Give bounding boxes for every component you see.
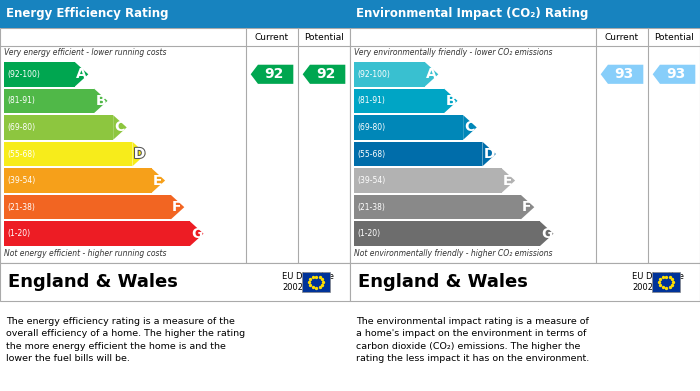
Bar: [354, 62, 425, 86]
Text: G: G: [191, 227, 203, 241]
Text: (21-38): (21-38): [7, 203, 35, 212]
Text: Environmental Impact (CO₂) Rating: Environmental Impact (CO₂) Rating: [356, 7, 589, 20]
Polygon shape: [652, 65, 695, 84]
Polygon shape: [132, 142, 146, 166]
Text: (39-54): (39-54): [357, 176, 385, 185]
Bar: [350, 0, 700, 28]
Text: 92: 92: [265, 67, 284, 81]
Text: England & Wales: England & Wales: [8, 273, 178, 291]
Bar: [354, 89, 444, 113]
Bar: [0, 263, 350, 301]
Text: (69-80): (69-80): [357, 123, 385, 132]
Text: C: C: [465, 120, 475, 135]
Text: D: D: [484, 147, 496, 161]
Text: F: F: [172, 200, 182, 214]
Polygon shape: [302, 65, 345, 84]
Bar: [4, 89, 94, 113]
Polygon shape: [94, 89, 108, 113]
Text: Not environmentally friendly - higher CO₂ emissions: Not environmentally friendly - higher CO…: [354, 249, 552, 258]
Text: C: C: [115, 120, 125, 135]
Text: Very energy efficient - lower running costs: Very energy efficient - lower running co…: [4, 48, 167, 57]
Text: A: A: [426, 67, 437, 81]
Polygon shape: [601, 65, 643, 84]
Bar: [4, 62, 75, 86]
Polygon shape: [251, 65, 293, 84]
Text: B: B: [445, 94, 456, 108]
Text: (69-80): (69-80): [7, 123, 35, 132]
Text: (92-100): (92-100): [7, 70, 40, 79]
Bar: [354, 168, 502, 193]
Bar: [4, 195, 171, 219]
Polygon shape: [113, 115, 127, 140]
Text: England & Wales: England & Wales: [358, 273, 528, 291]
Bar: [302, 272, 330, 292]
Text: (55-68): (55-68): [7, 149, 35, 158]
Polygon shape: [540, 221, 554, 246]
Text: EU Directive
2002/91/EC: EU Directive 2002/91/EC: [282, 272, 334, 292]
Text: (92-100): (92-100): [357, 70, 390, 79]
Bar: [350, 28, 700, 263]
Text: Current: Current: [605, 32, 639, 41]
Text: (1-20): (1-20): [357, 229, 380, 238]
Text: Current: Current: [255, 32, 289, 41]
Text: (81-91): (81-91): [357, 96, 385, 105]
Text: E: E: [503, 174, 512, 188]
Text: The energy efficiency rating is a measure of the
overall efficiency of a home. T: The energy efficiency rating is a measur…: [6, 317, 245, 363]
Polygon shape: [521, 195, 534, 219]
Bar: [4, 115, 113, 140]
Text: D: D: [134, 147, 146, 161]
Polygon shape: [502, 168, 515, 193]
Polygon shape: [171, 195, 184, 219]
Polygon shape: [152, 168, 165, 193]
Bar: [4, 168, 152, 193]
Bar: [0, 0, 350, 28]
Bar: [4, 221, 190, 246]
Polygon shape: [463, 115, 477, 140]
Text: (1-20): (1-20): [7, 229, 30, 238]
Polygon shape: [444, 89, 458, 113]
Bar: [354, 195, 521, 219]
Polygon shape: [482, 142, 496, 166]
Bar: [652, 272, 680, 292]
Text: The environmental impact rating is a measure of
a home's impact on the environme: The environmental impact rating is a mea…: [356, 317, 589, 363]
Text: Energy Efficiency Rating: Energy Efficiency Rating: [6, 7, 169, 20]
Bar: [354, 221, 540, 246]
Text: Potential: Potential: [654, 32, 694, 41]
Text: 93: 93: [615, 67, 634, 81]
Text: (55-68): (55-68): [357, 149, 385, 158]
Text: (81-91): (81-91): [7, 96, 35, 105]
Bar: [354, 115, 463, 140]
Text: (39-54): (39-54): [7, 176, 35, 185]
Bar: [4, 142, 132, 166]
Text: G: G: [541, 227, 553, 241]
Polygon shape: [75, 62, 88, 86]
Polygon shape: [190, 221, 204, 246]
Text: A: A: [76, 67, 87, 81]
Text: E: E: [153, 174, 162, 188]
Text: EU Directive
2002/91/EC: EU Directive 2002/91/EC: [632, 272, 684, 292]
Bar: [350, 263, 700, 301]
Bar: [354, 142, 482, 166]
Text: 93: 93: [666, 67, 686, 81]
Text: F: F: [522, 200, 532, 214]
Text: Very environmentally friendly - lower CO₂ emissions: Very environmentally friendly - lower CO…: [354, 48, 552, 57]
Text: Not energy efficient - higher running costs: Not energy efficient - higher running co…: [4, 249, 167, 258]
Text: 92: 92: [316, 67, 336, 81]
Text: (21-38): (21-38): [357, 203, 385, 212]
Text: B: B: [95, 94, 106, 108]
Polygon shape: [425, 62, 438, 86]
Bar: [0, 28, 350, 263]
Text: Potential: Potential: [304, 32, 344, 41]
